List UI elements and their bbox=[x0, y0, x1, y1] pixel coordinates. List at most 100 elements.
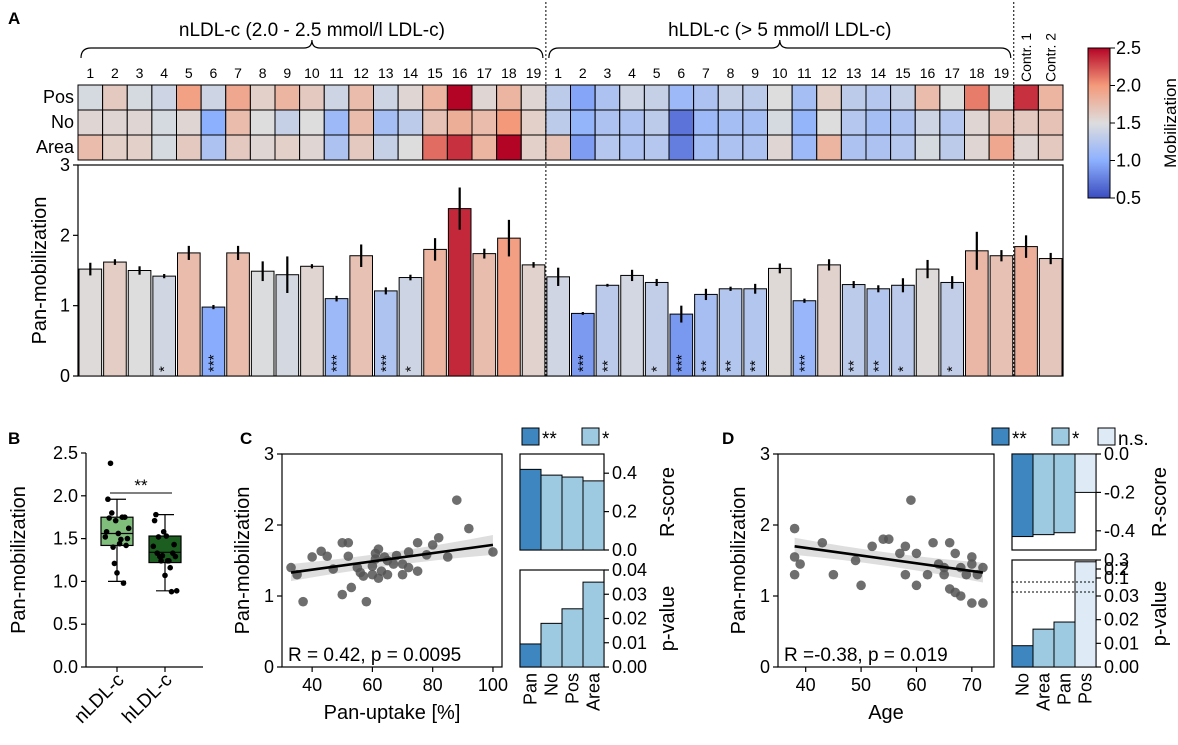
side-category-label: Area bbox=[584, 672, 604, 711]
r-score-bar bbox=[1074, 453, 1097, 493]
scatter-point bbox=[944, 537, 955, 548]
scatter-point bbox=[427, 540, 438, 550]
category-label: 5 bbox=[653, 65, 661, 81]
y-tick-label: 2 bbox=[760, 515, 770, 535]
category-label: 12 bbox=[353, 65, 369, 81]
heatmap-cell bbox=[274, 109, 301, 136]
heatmap-cell bbox=[816, 109, 842, 136]
heatmap-cell bbox=[225, 134, 251, 161]
box-point bbox=[109, 510, 115, 516]
category-label: 7 bbox=[234, 65, 242, 81]
scatter-point bbox=[967, 552, 977, 562]
y-tick-label: 1 bbox=[264, 586, 274, 606]
panel-b: 0.0 0.5 1.0 1.5 2.0 2.5 Pan-mobilization nLDL-c… bbox=[8, 443, 203, 728]
box-point bbox=[164, 558, 171, 564]
scatter-point bbox=[922, 569, 933, 580]
p-value-bar bbox=[1032, 628, 1055, 668]
category-label: 19 bbox=[994, 65, 1010, 81]
heatmap-cell bbox=[693, 84, 719, 111]
heatmap-cell bbox=[1013, 84, 1039, 111]
heatmap-cell bbox=[890, 84, 916, 111]
scatter-point bbox=[361, 596, 372, 607]
heatmap-cell bbox=[102, 109, 128, 136]
box-point bbox=[153, 511, 159, 518]
scatter-point bbox=[850, 555, 861, 566]
box-point bbox=[168, 588, 175, 595]
bar bbox=[891, 284, 915, 377]
heatmap-cell bbox=[1037, 109, 1064, 136]
heatmap-cell bbox=[77, 109, 104, 136]
bar bbox=[226, 252, 250, 377]
y-tick-label: 1 bbox=[760, 586, 770, 606]
heatmap-cell bbox=[791, 84, 818, 111]
heatmap-cell bbox=[249, 109, 276, 136]
group-brace bbox=[548, 39, 1012, 59]
significance-mark: *** bbox=[329, 354, 346, 372]
y-tick-label: 2 bbox=[264, 515, 274, 535]
p-value-label: p-value bbox=[1149, 581, 1171, 647]
heatmap-cell bbox=[619, 109, 645, 136]
category-label: 11 bbox=[797, 65, 812, 81]
fit-line bbox=[794, 545, 984, 574]
heatmap-row-label: No bbox=[51, 112, 74, 132]
r-score-tick-label: 0.0 bbox=[612, 540, 637, 560]
box-point bbox=[102, 534, 109, 540]
legend-swatch bbox=[581, 427, 600, 446]
significance-mark: * bbox=[895, 366, 912, 372]
scatter-point bbox=[346, 582, 357, 593]
legend-swatch bbox=[521, 427, 540, 446]
y-tick-label: 1 bbox=[60, 296, 70, 316]
heatmap-cell bbox=[988, 84, 1015, 111]
p-value-bar bbox=[1011, 645, 1034, 668]
significance-mark: *** bbox=[673, 354, 690, 372]
fit-line bbox=[290, 543, 494, 574]
bar bbox=[300, 265, 324, 377]
side-category-label: Pos bbox=[563, 673, 583, 704]
category-label: 10 bbox=[304, 65, 320, 81]
heatmap-cell bbox=[1013, 109, 1039, 136]
x-tick-label: 60 bbox=[362, 675, 382, 695]
box-point bbox=[107, 460, 114, 467]
category-label: 3 bbox=[136, 65, 144, 81]
category-label: 17 bbox=[477, 65, 493, 81]
heatmap-cell bbox=[373, 84, 399, 111]
category-label: 9 bbox=[751, 65, 759, 81]
significance-mark: * bbox=[649, 366, 666, 372]
category-label: 16 bbox=[920, 65, 936, 81]
box-point bbox=[116, 540, 123, 547]
y-tick-label: 2.5 bbox=[53, 443, 78, 463]
category-label: 13 bbox=[378, 65, 394, 81]
axes-frame bbox=[777, 453, 995, 668]
category-label: 19 bbox=[526, 65, 542, 81]
heatmap-cell bbox=[939, 134, 965, 161]
p-value-tick-label: 0.03 bbox=[1104, 586, 1139, 606]
heatmap-cell bbox=[496, 109, 522, 136]
heatmap-cell bbox=[964, 109, 990, 136]
category-label: 1 bbox=[554, 65, 562, 81]
heatmap-cell bbox=[126, 84, 153, 111]
heatmap-cell bbox=[988, 134, 1015, 161]
bar bbox=[127, 270, 152, 377]
heatmap-cell bbox=[890, 109, 916, 136]
heatmap-cell bbox=[373, 134, 399, 161]
side-category-label: Pan bbox=[1055, 673, 1075, 705]
scatter-point bbox=[442, 552, 453, 562]
y-tick-label: 0 bbox=[264, 657, 274, 677]
significance-mark: ** bbox=[599, 360, 616, 372]
p-value-tick-label: 0.01 bbox=[1104, 633, 1139, 653]
stats-annotation: R =-0.38, p = 0.019 bbox=[784, 645, 948, 666]
box-point bbox=[123, 542, 129, 549]
heatmap-cell bbox=[102, 134, 128, 161]
box-point bbox=[119, 514, 125, 520]
heatmap-cell bbox=[964, 84, 990, 111]
heatmap-cell bbox=[988, 109, 1015, 136]
box-point bbox=[105, 496, 111, 503]
heatmap-row-label: Pos bbox=[43, 87, 74, 107]
scatter-point bbox=[911, 548, 922, 559]
significance-mark: *** bbox=[575, 354, 592, 372]
category-label: 6 bbox=[210, 65, 218, 81]
heatmap-cell bbox=[225, 109, 251, 136]
x-axis-label: Age bbox=[868, 702, 904, 724]
p-value-tick-label: 0.01 bbox=[612, 633, 647, 653]
heatmap-cell bbox=[397, 134, 424, 161]
